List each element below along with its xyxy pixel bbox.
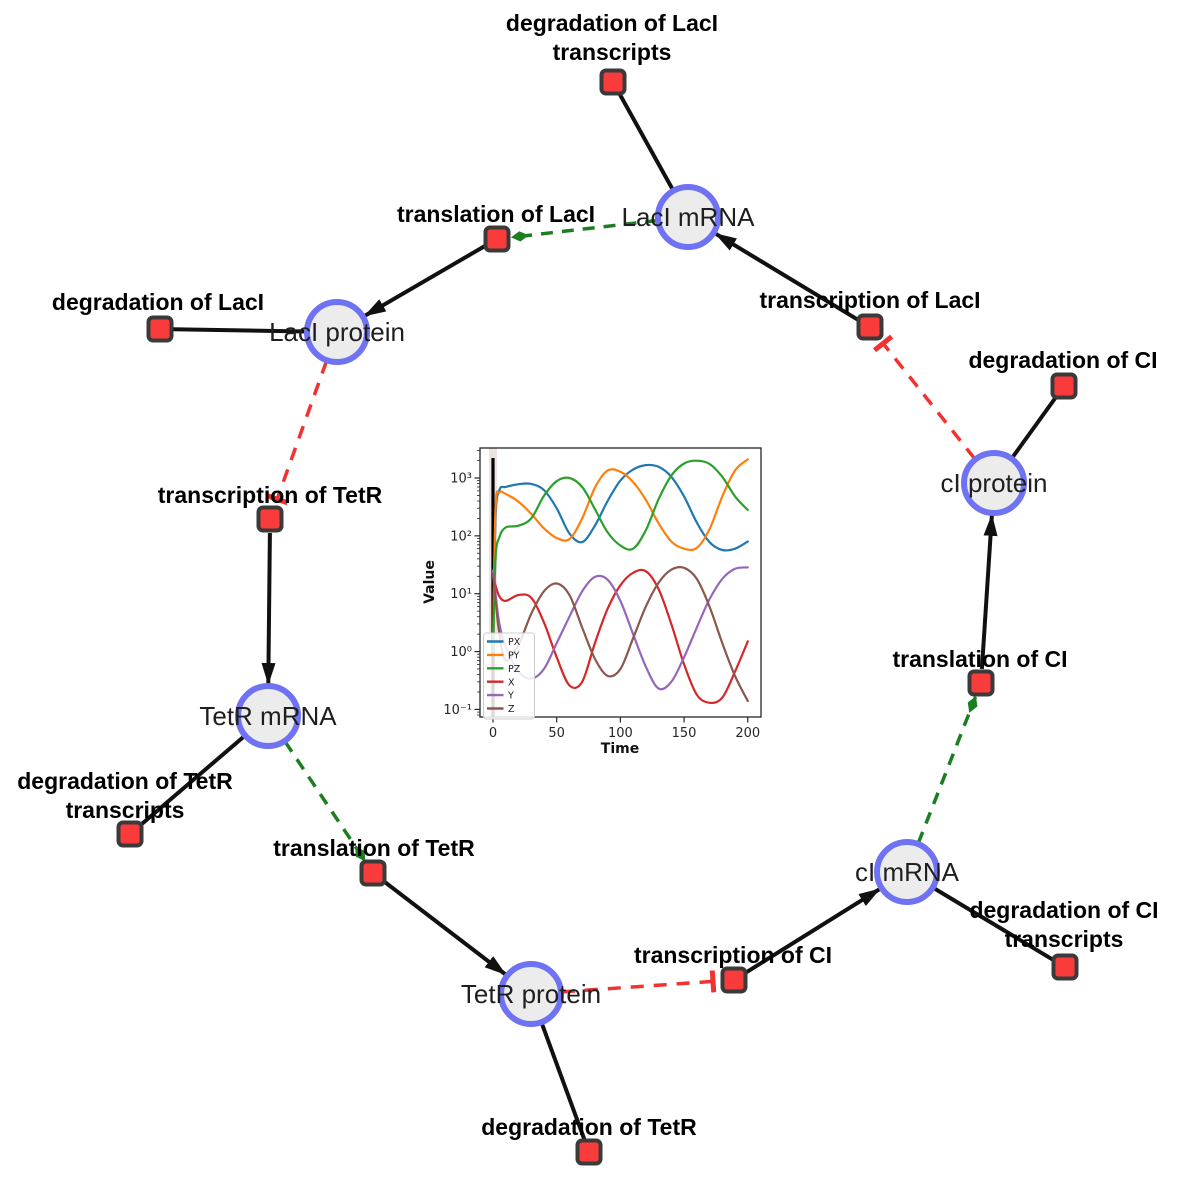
species-label-laci_mrna: LacI mRNA — [622, 202, 756, 232]
chart-x-tick-label: 0 — [489, 726, 497, 741]
edge-modifier-laci_mrna-translation_laci — [510, 218, 658, 242]
chart-y-tick-label: 10⁰ — [450, 645, 472, 660]
nodes-layer — [116, 68, 1079, 1166]
chart-x-tick-label: 150 — [672, 726, 697, 741]
chart-y-tick-label: 10³ — [450, 472, 472, 487]
chart-x-axis-label: Time — [601, 741, 639, 757]
chart-y-tick-label: 10⁻¹ — [443, 703, 472, 718]
species-node-ci_mrna[interactable] — [874, 839, 940, 905]
reaction-node-deg_ci[interactable] — [1050, 372, 1078, 400]
species-node-tetr_mrna[interactable] — [235, 683, 301, 749]
edges-layer — [138, 92, 1059, 1141]
reaction-node-transcription_laci[interactable] — [856, 313, 884, 341]
reaction-node-deg_tetr[interactable] — [575, 1138, 603, 1166]
species-label-tetr_protein: TetR protein — [461, 979, 601, 1009]
chart-series-X — [491, 568, 749, 705]
reaction-label-deg_ci_tx-line0: degradation of CI — [969, 897, 1158, 923]
chart-series-PX — [491, 463, 749, 653]
reaction-label-translation_tetr-line0: translation of TetR — [273, 835, 475, 861]
edge-inhibition-tetr_protein-transcription_ci — [561, 970, 717, 994]
reaction-label-deg_tetr_tx-line0: degradation of TetR — [17, 768, 233, 794]
edge-inhibition-ci_protein-transcription_laci — [872, 334, 977, 460]
edge-modifier-ci_mrna-translation_ci — [916, 696, 978, 844]
edge-modifier-tetr_mrna-translation_tetr — [283, 740, 367, 862]
chart-series-PY — [491, 458, 749, 653]
species-node-laci_mrna[interactable] — [655, 184, 721, 250]
reaction-label-deg_tetr_tx-line1: transcripts — [66, 797, 185, 823]
chart-y-tick-label: 10² — [450, 529, 472, 544]
species-label-tetr_mrna: TetR mRNA — [199, 701, 337, 731]
chart-legend-label-Z: Z — [508, 704, 515, 715]
reaction-label-deg_laci_tx-line0: degradation of LacI — [506, 10, 718, 36]
species-label-laci_protein: LacI protein — [269, 317, 405, 347]
edge-production-transcription_ci-ci_mrna — [744, 887, 881, 975]
edge-production-transcription_laci-laci_mrna — [714, 231, 860, 322]
reaction-node-transcription_ci[interactable] — [720, 966, 748, 994]
edge-consumption-tetr_mrna-deg_tetr_tx — [138, 734, 246, 828]
reaction-label-deg_laci_tx-line1: transcripts — [553, 39, 672, 65]
reaction-node-translation_ci[interactable] — [967, 669, 995, 697]
reaction-node-translation_laci[interactable] — [483, 225, 511, 253]
reaction-node-deg_laci[interactable] — [146, 315, 174, 343]
edge-production-transcription_tetr-tetr_mrna — [261, 532, 276, 685]
reaction-label-deg_ci_tx-line1: transcripts — [1005, 926, 1124, 952]
reaction-label-translation_laci-line0: translation of LacI — [397, 201, 595, 227]
edge-inhibition-laci_protein-transcription_tetr — [265, 360, 329, 506]
chart-legend-label-PX: PX — [508, 637, 521, 648]
chart-legend-label-PZ: PZ — [508, 664, 521, 675]
timeseries-inset-chart: 10⁻¹ 10⁰ 10¹ 10² 10³ 0 50 100 150 200 PX PY PZ XYZ Tim… — [422, 423, 786, 784]
chart-y-axis-label: Value — [422, 560, 438, 604]
edge-consumption-ci_protein-deg_ci — [1010, 395, 1059, 460]
edge-consumption-ci_mrna-deg_ci_tx — [932, 886, 1055, 963]
reaction-node-deg_tetr_tx[interactable] — [116, 820, 144, 848]
chart-legend: PX PY PZ XYZ — [483, 632, 535, 720]
edge-production-translation_ci-ci_protein — [979, 513, 998, 670]
reaction-label-transcription_laci-line0: transcription of LacI — [759, 287, 980, 313]
reaction-label-deg_laci-line0: degradation of LacI — [52, 289, 264, 315]
chart-x-tick-label: 200 — [735, 726, 760, 741]
reaction-label-deg_ci-line0: degradation of CI — [968, 347, 1157, 373]
species-node-tetr_protein[interactable] — [498, 961, 564, 1027]
reaction-node-transcription_tetr[interactable] — [256, 505, 284, 533]
labels-layer: LacI mRNA LacI protein TetR mRNA TetR prote… — [17, 10, 1158, 1140]
reaction-label-deg_tetr-line0: degradation of TetR — [481, 1114, 697, 1140]
chart-legend-label-X: X — [508, 677, 515, 688]
reaction-label-transcription_tetr-line0: transcription of TetR — [158, 482, 383, 508]
reaction-node-translation_tetr[interactable] — [359, 859, 387, 887]
reaction-label-translation_ci-line0: translation of CI — [892, 646, 1067, 672]
chart-plot-box — [479, 447, 762, 718]
chart-x-tick-label: 100 — [608, 726, 633, 741]
species-node-laci_protein[interactable] — [304, 299, 370, 365]
chart-series-PZ — [491, 459, 749, 653]
chart-y-tick-label: 10¹ — [450, 587, 472, 602]
edge-production-translation_tetr-tetr_protein — [382, 879, 507, 977]
edge-production-translation_laci-laci_protein — [363, 244, 486, 318]
edge-consumption-laci_mrna-deg_laci_tx — [617, 92, 675, 191]
species-label-ci_mrna: cI mRNA — [855, 857, 960, 887]
edge-consumption-laci_protein-deg_laci — [172, 327, 307, 334]
chart-x-tick-label: 50 — [548, 726, 565, 741]
reaction-label-transcription_ci-line0: transcription of CI — [634, 942, 832, 968]
species-label-ci_protein: cI protein — [941, 468, 1048, 498]
species-node-ci_protein[interactable] — [961, 450, 1027, 516]
reaction-node-deg_laci_tx[interactable] — [599, 68, 627, 96]
chart-legend-label-Y: Y — [507, 691, 514, 702]
chart-legend-label-PY: PY — [508, 651, 520, 662]
edge-consumption-tetr_protein-deg_tetr — [539, 1022, 587, 1141]
reaction-node-deg_ci_tx[interactable] — [1051, 953, 1079, 981]
